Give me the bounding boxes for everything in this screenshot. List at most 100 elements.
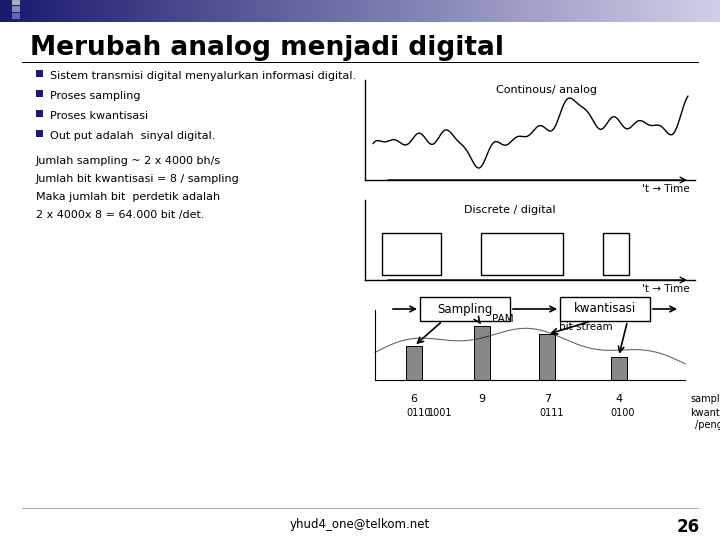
Bar (706, 0, 710, 22)
Bar (72, 0, 76, 22)
Bar (284, 0, 289, 22)
Bar (497, 0, 501, 22)
Bar (173, 0, 177, 22)
Bar (112, 0, 116, 22)
Bar (292, 0, 296, 22)
Bar (2, 0, 10, 5)
Bar (403, 0, 408, 22)
Text: bit stream: bit stream (559, 322, 613, 332)
Bar (684, 0, 688, 22)
Bar (241, 0, 246, 22)
Bar (652, 0, 656, 22)
Bar (454, 0, 458, 22)
Bar (364, 0, 368, 22)
Bar (281, 0, 285, 22)
Bar (14, 0, 19, 22)
Bar (688, 0, 692, 22)
Bar (11, 0, 15, 22)
Bar (680, 0, 685, 22)
Bar (608, 0, 613, 22)
Bar (464, 0, 469, 22)
Text: 7: 7 (544, 394, 551, 404)
Bar (673, 0, 678, 22)
Bar (202, 0, 206, 22)
Bar (425, 0, 429, 22)
Bar (637, 0, 642, 22)
Text: kwantisasi: kwantisasi (690, 408, 720, 418)
Bar (36, 0, 40, 22)
Bar (54, 0, 58, 22)
Bar (50, 0, 55, 22)
Bar (389, 0, 393, 22)
Bar (648, 0, 652, 22)
Bar (634, 0, 638, 22)
Text: Sampling: Sampling (437, 302, 492, 315)
Bar (209, 0, 213, 22)
Bar (90, 0, 94, 22)
Bar (317, 0, 321, 22)
Bar (522, 0, 526, 22)
Bar (342, 0, 346, 22)
Text: Maka jumlah bit  perdetik adalah: Maka jumlah bit perdetik adalah (36, 192, 220, 202)
Bar (176, 0, 181, 22)
Text: 1001: 1001 (428, 408, 452, 418)
Text: 4: 4 (615, 394, 622, 404)
Bar (439, 0, 444, 22)
Bar (482, 0, 487, 22)
Bar (360, 0, 364, 22)
Bar (515, 0, 519, 22)
Bar (0, 0, 4, 22)
Bar (36, 130, 43, 137)
Bar (565, 0, 570, 22)
Text: 2 x 4000x 8 = 64.000 bit /det.: 2 x 4000x 8 = 64.000 bit /det. (36, 210, 204, 220)
Bar (702, 0, 706, 22)
Bar (603, 233, 629, 275)
Bar (144, 0, 148, 22)
Bar (554, 0, 559, 22)
Bar (612, 0, 616, 22)
Bar (270, 0, 274, 22)
Bar (414, 0, 418, 22)
Bar (385, 0, 390, 22)
Text: Discrete / digital: Discrete / digital (464, 205, 556, 215)
Bar (410, 0, 415, 22)
Text: /pengkodean: /pengkodean (695, 420, 720, 430)
Bar (115, 0, 120, 22)
Bar (2, 6, 10, 12)
Bar (79, 0, 84, 22)
Bar (560, 297, 650, 321)
Bar (508, 0, 512, 22)
Bar (198, 0, 202, 22)
Bar (382, 233, 441, 275)
Bar (191, 0, 195, 22)
Bar (83, 0, 87, 22)
Bar (122, 0, 127, 22)
Bar (616, 0, 620, 22)
Bar (457, 0, 462, 22)
Bar (443, 0, 447, 22)
Bar (713, 0, 717, 22)
Bar (32, 0, 37, 22)
Bar (238, 0, 242, 22)
Bar (493, 0, 498, 22)
Bar (486, 0, 490, 22)
Bar (378, 0, 382, 22)
Bar (151, 0, 156, 22)
Text: Out put adalah  sinyal digital.: Out put adalah sinyal digital. (50, 131, 215, 141)
Bar (148, 0, 152, 22)
Bar (302, 0, 307, 22)
Bar (601, 0, 606, 22)
Bar (119, 0, 123, 22)
Bar (158, 0, 163, 22)
Text: Continous/ analog: Continous/ analog (496, 85, 597, 95)
Bar (86, 0, 91, 22)
Bar (641, 0, 645, 22)
Bar (421, 0, 426, 22)
Bar (324, 0, 328, 22)
Bar (169, 0, 174, 22)
Bar (490, 0, 494, 22)
Bar (97, 0, 102, 22)
Bar (349, 0, 354, 22)
Bar (691, 0, 696, 22)
Bar (58, 0, 62, 22)
